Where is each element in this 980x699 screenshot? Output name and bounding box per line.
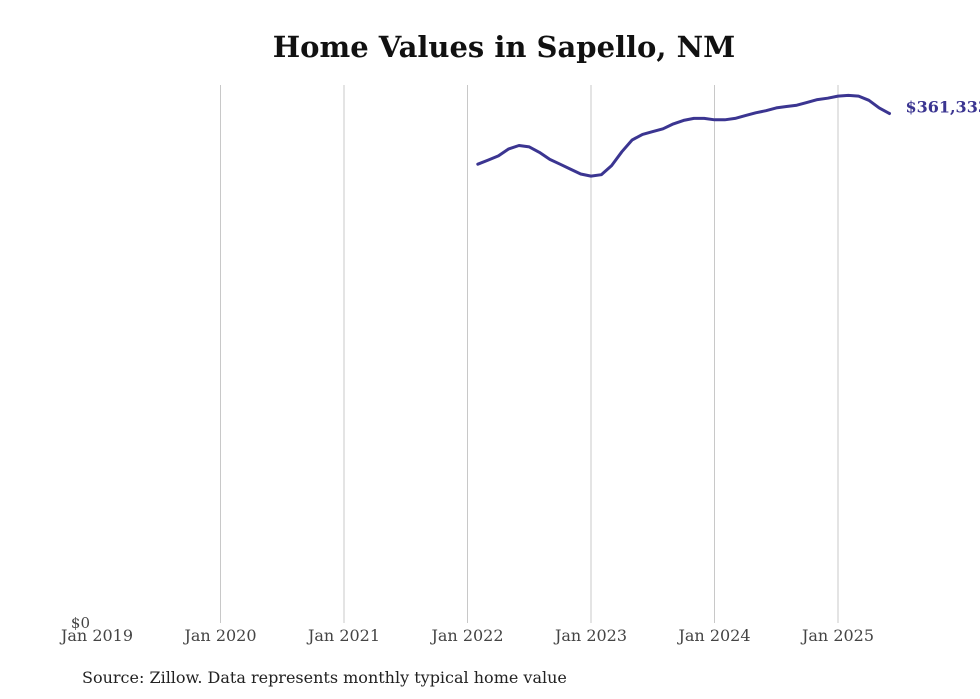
x-tick-label-2022: Jan 2022 <box>429 626 503 645</box>
x-axis-ticks: Jan 2019 Jan 2020 Jan 2021 Jan 2022 Jan 2023… <box>59 626 874 645</box>
end-value-label: $361,333 <box>905 97 980 116</box>
chart-title: Home Values in Sapello, NM <box>272 30 736 64</box>
x-tick-label-2020: Jan 2020 <box>182 626 256 645</box>
source-note: Source: Zillow. Data represents monthly … <box>82 668 567 687</box>
x-tick-label-2019: Jan 2019 <box>59 626 133 645</box>
x-tick-label-2021: Jan 2021 <box>306 626 380 645</box>
x-tick-label-2023: Jan 2023 <box>553 626 627 645</box>
x-tick-label-2025: Jan 2025 <box>800 626 874 645</box>
series-line-home-value <box>476 93 891 178</box>
x-tick-label-2024: Jan 2024 <box>676 626 750 645</box>
y-tick-label: $0 <box>71 614 90 632</box>
y-axis-ticks: $0 <box>71 614 90 632</box>
grid-lines <box>220 85 839 623</box>
